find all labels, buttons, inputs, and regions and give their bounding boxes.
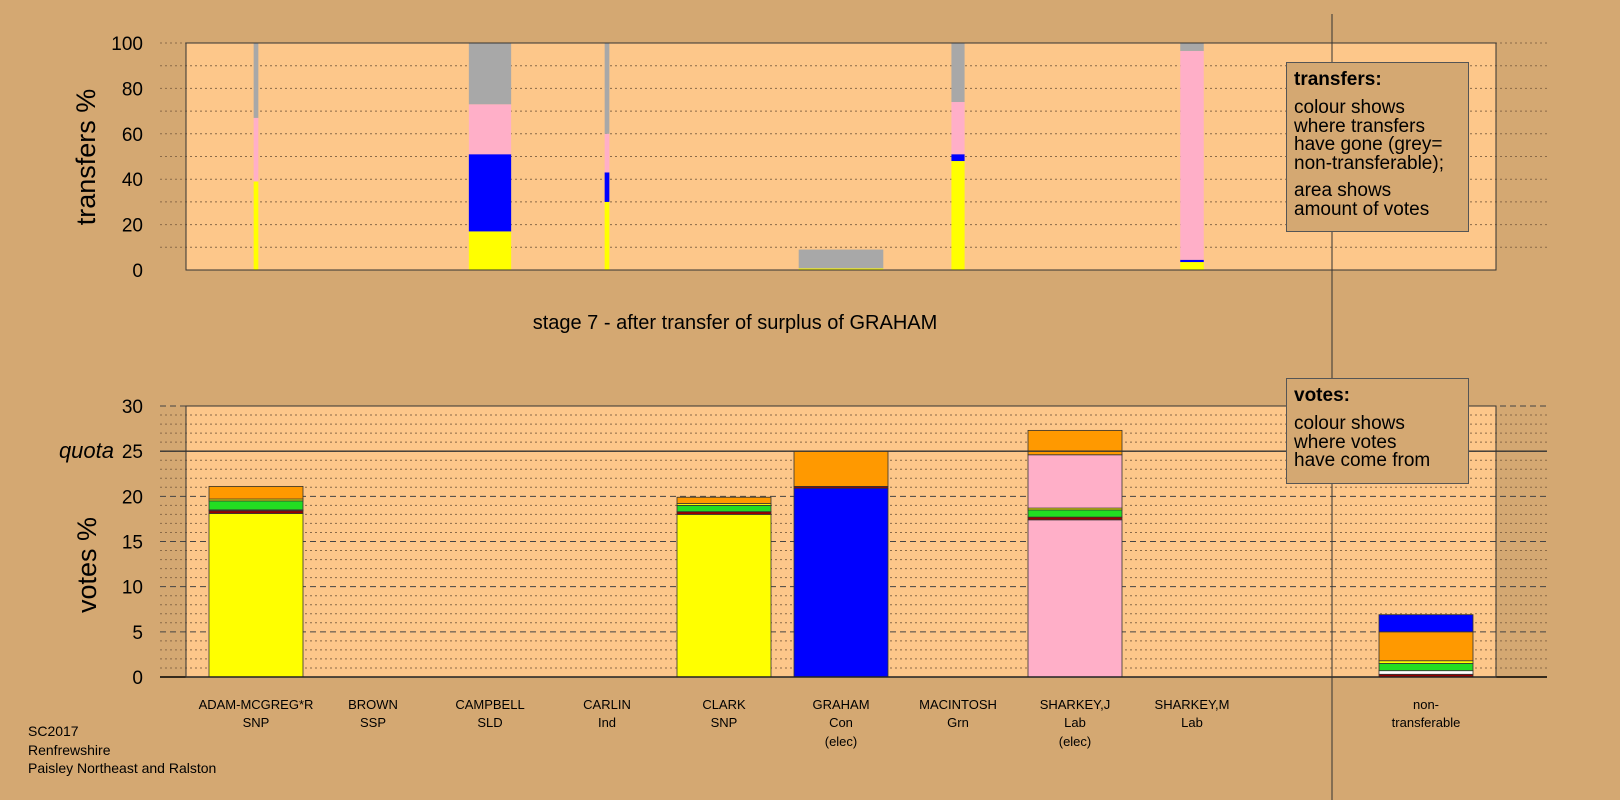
candidate-name-label: MACINTOSH <box>919 697 997 712</box>
candidate-name-label: GRAHAM <box>812 697 869 712</box>
transfer-bar-segment <box>1180 262 1204 270</box>
vote-bar-segment <box>676 496 772 504</box>
bottom-y-tick-label: 25 <box>122 442 143 463</box>
transfer-bar-segment <box>1180 50 1204 260</box>
transfer-bar-segment <box>951 161 965 270</box>
transfer-bar-segment <box>604 172 610 202</box>
candidate-name-label: SHARKEY,J <box>1040 697 1111 712</box>
bottom-y-tick-label: 15 <box>122 533 143 554</box>
candidate-name-label: CLARK <box>702 697 746 712</box>
vote-bar-segment <box>1027 516 1123 521</box>
transfers-legend: transfers: colour shows where transfers … <box>1286 62 1469 232</box>
transfers-legend-title: transfers: <box>1294 69 1382 90</box>
top-y-axis-label: transfers % <box>71 89 101 226</box>
legend-line: where votes <box>1294 431 1397 453</box>
vote-bar-segment <box>793 450 889 487</box>
vote-bar-segment <box>1027 519 1123 678</box>
candidate-name-label: BROWN <box>348 697 398 712</box>
candidate-party-label: SSP <box>360 715 386 730</box>
transfer-bar-segment <box>468 43 512 105</box>
vote-bar-segment <box>1027 509 1123 518</box>
transfer-bar-segment <box>1180 43 1204 51</box>
vote-bar-segment <box>1378 631 1474 662</box>
candidate-status-label: (elec) <box>825 734 858 749</box>
legend-line: have come from <box>1294 450 1431 471</box>
vote-bar-segment <box>1378 663 1474 672</box>
candidate-party-label: Grn <box>947 715 969 730</box>
election-code: SC2017 <box>28 723 79 739</box>
vote-bar-segment <box>1027 454 1123 509</box>
transfer-bar-segment <box>253 117 259 182</box>
candidate-name-label: CARLIN <box>583 697 631 712</box>
transfer-bar-segment <box>1180 259 1204 263</box>
votes-legend-title: votes: <box>1294 385 1350 406</box>
vote-bar-segment <box>1378 670 1474 675</box>
legend-line: area shows <box>1294 180 1392 201</box>
vote-bar-segment <box>1378 660 1474 664</box>
transfer-bar-segment <box>253 43 259 118</box>
vote-bar-segment <box>676 504 772 513</box>
bottom-y-tick-label: 10 <box>122 578 143 599</box>
vote-bar-segment <box>676 511 772 515</box>
candidate-name-label: CAMPBELL <box>455 697 524 712</box>
candidate-name-label: ADAM-MCGREG*R <box>199 697 314 712</box>
transfer-bar-segment <box>951 154 965 162</box>
transfer-bar-segment <box>253 181 259 270</box>
legend-line: amount of votes <box>1294 198 1430 220</box>
legend-line: non-transferable); <box>1294 152 1444 174</box>
vote-bar-segment <box>1378 614 1474 633</box>
top-y-tick-label: 20 <box>122 216 143 237</box>
quota-label: quota <box>59 438 114 463</box>
candidate-party-label: transferable <box>1392 715 1461 730</box>
transfer-bar-segment <box>468 154 512 232</box>
bottom-y-axis-label: votes % <box>72 517 102 613</box>
bottom-y-tick-label: 0 <box>132 668 143 689</box>
candidate-name-label: non- <box>1413 697 1439 712</box>
top-y-tick-label: 100 <box>111 34 143 55</box>
top-y-tick-label: 80 <box>122 79 143 100</box>
transfer-bar-segment <box>604 133 610 173</box>
transfer-bar-segment <box>604 201 610 270</box>
bottom-plot-frame <box>185 405 1497 678</box>
candidate-party-label: SNP <box>711 715 738 730</box>
candidate-status-label: (elec) <box>1059 734 1092 749</box>
council-name: Renfrewshire <box>28 741 111 758</box>
candidate-party-label: Ind <box>598 715 616 730</box>
transfer-bar-segment <box>468 104 512 155</box>
legend-line: have gone (grey= <box>1294 134 1443 155</box>
vote-bar-segment <box>208 510 304 514</box>
top-y-tick-label: 60 <box>122 125 143 146</box>
bottom-y-tick-label: 20 <box>122 487 143 508</box>
footer: SC2017 Renfrewshire Paisley Northeast an… <box>28 722 216 778</box>
bottom-y-tick-label: 5 <box>132 623 143 644</box>
vote-bar-segment <box>676 514 772 678</box>
stage-title: stage 7 - after transfer of surplus of G… <box>533 312 938 334</box>
vote-bar-segment <box>208 485 304 500</box>
transfer-bar-segment <box>951 43 965 103</box>
candidate-party-label: SLD <box>477 715 502 730</box>
candidate-party-label: Lab <box>1064 715 1086 730</box>
transfer-bar-segment <box>798 268 884 270</box>
top-plot-frame <box>185 42 1497 271</box>
ward-name: Paisley Northeast and Ralston <box>28 760 217 776</box>
legend-line: colour shows <box>1294 97 1405 118</box>
transfer-bar-segment <box>604 43 610 134</box>
votes-legend: votes: colour shows where votes have com… <box>1286 378 1469 484</box>
top-y-tick-label: 40 <box>122 170 143 191</box>
vote-bar-segment <box>208 500 304 511</box>
candidate-party-label: Lab <box>1181 715 1203 730</box>
transfer-bar-segment <box>951 102 965 155</box>
top-y-tick-label: 0 <box>132 261 143 282</box>
vote-bar-segment <box>208 513 304 678</box>
transfer-bar-segment <box>798 249 884 269</box>
candidate-name-label: SHARKEY,M <box>1155 697 1230 712</box>
transfer-bar-segment <box>468 231 512 270</box>
bottom-y-tick-label: 30 <box>122 397 143 418</box>
candidate-party-label: SNP <box>243 715 270 730</box>
legend-line: where transfers <box>1294 115 1425 137</box>
vote-bar-segment <box>793 487 889 678</box>
candidate-party-label: Con <box>829 715 853 730</box>
legend-line: colour shows <box>1294 413 1405 434</box>
